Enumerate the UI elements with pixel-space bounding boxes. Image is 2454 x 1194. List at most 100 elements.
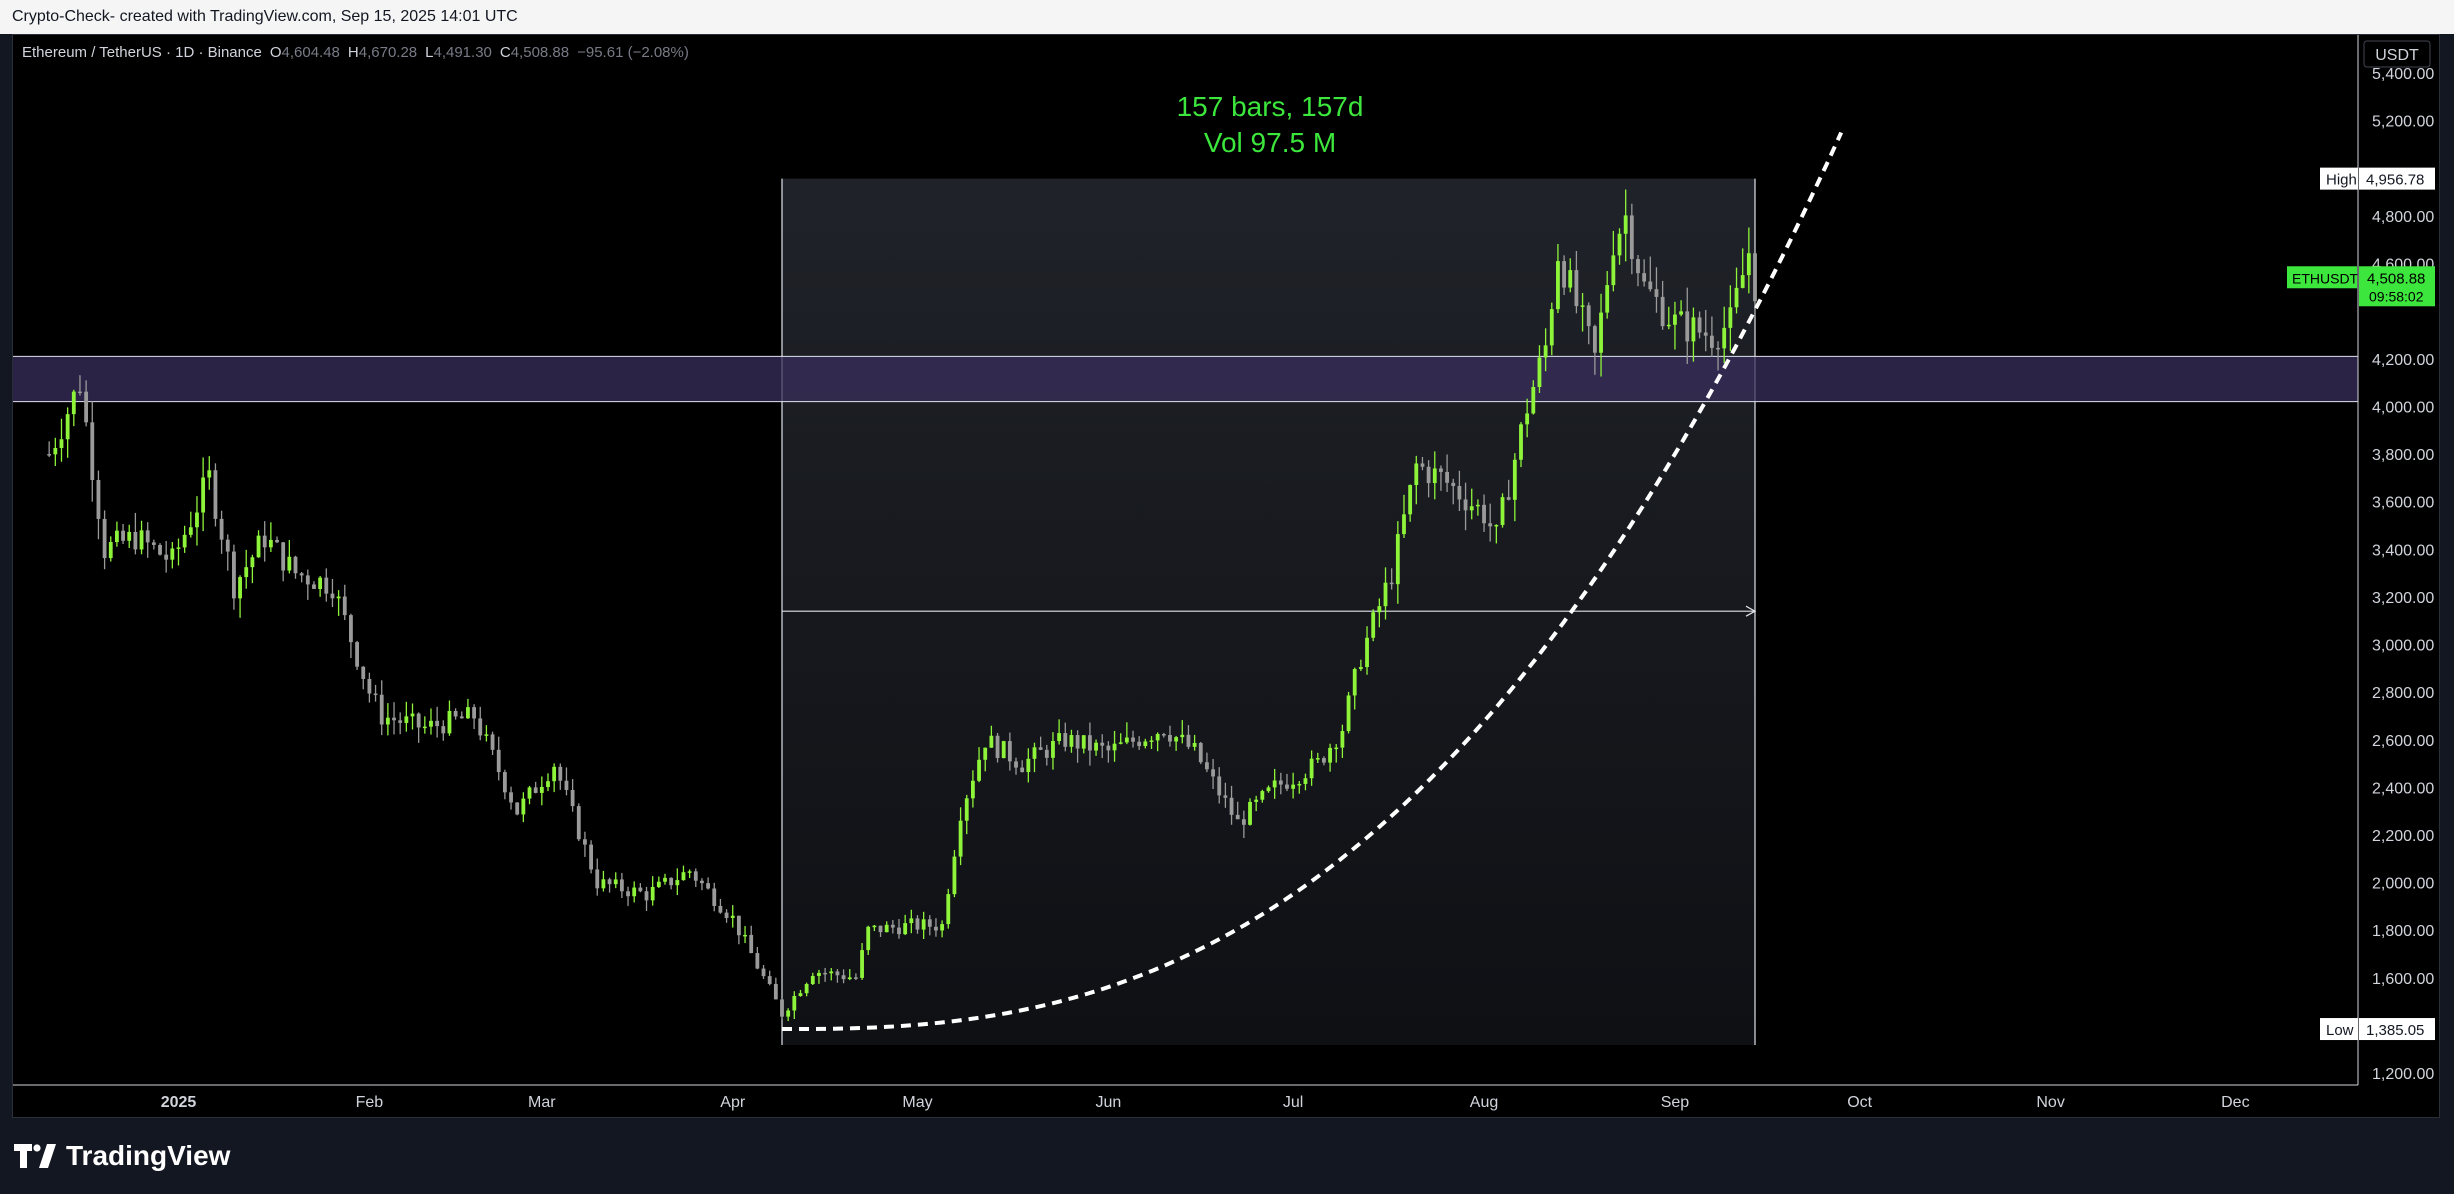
candle: [385, 703, 390, 736]
candle-body: [90, 422, 95, 481]
candle-body: [422, 726, 427, 729]
candle-body: [897, 927, 901, 935]
candle: [656, 876, 661, 888]
candle-body: [145, 530, 150, 543]
price-tick: 5,200.00: [2372, 114, 2434, 131]
price-tick: 3,200.00: [2372, 590, 2434, 607]
candle-body: [552, 766, 557, 782]
candle-body: [1734, 287, 1739, 308]
candle: [472, 704, 476, 730]
candle: [669, 877, 674, 890]
tradingview-brand: TradingView: [66, 1140, 231, 1171]
candle-body: [1032, 747, 1037, 759]
candle: [1408, 484, 1413, 522]
candle-body: [1574, 270, 1579, 307]
candle: [207, 456, 212, 490]
candle: [115, 521, 119, 547]
candle-body: [244, 567, 249, 578]
candle-body: [1106, 745, 1111, 751]
candle: [675, 868, 680, 896]
candle: [970, 770, 975, 808]
candle-body: [1512, 459, 1517, 500]
candle: [1352, 667, 1357, 710]
candle-body: [336, 596, 341, 599]
candle: [1322, 756, 1326, 766]
candle: [1026, 748, 1031, 783]
legend-close: 4,508.88: [510, 44, 570, 61]
parabolic-curve: [782, 131, 1844, 1031]
candle: [416, 712, 421, 743]
candle-body: [1414, 463, 1419, 486]
candle-body: [841, 975, 846, 980]
candle: [496, 736, 501, 781]
candle: [835, 969, 840, 983]
candle: [367, 672, 372, 703]
candle-body: [416, 713, 421, 728]
candle-body: [392, 717, 396, 721]
candle: [1488, 503, 1493, 542]
candle: [1740, 248, 1745, 289]
candle: [755, 947, 760, 970]
candle: [1500, 493, 1505, 528]
candle: [1112, 730, 1117, 762]
candle: [693, 868, 698, 888]
candle: [293, 555, 298, 579]
candle: [164, 541, 169, 573]
candle-body: [1266, 787, 1271, 792]
price-tick: 2,800.00: [2372, 685, 2434, 702]
candle-body: [472, 707, 476, 719]
candle-body: [792, 996, 797, 1011]
candle-body: [884, 924, 889, 933]
candle: [195, 496, 199, 546]
candle: [558, 763, 563, 790]
candle-body: [1402, 514, 1406, 535]
candle: [853, 973, 858, 981]
price-tick: 2,600.00: [2372, 733, 2434, 750]
tradingview-logo[interactable]: TradingView: [14, 1138, 230, 1174]
candle: [238, 575, 242, 618]
candle: [1328, 743, 1332, 772]
candle: [533, 781, 538, 794]
candle: [1463, 482, 1468, 531]
legend-low-label: L: [425, 44, 434, 61]
candle: [502, 769, 507, 800]
tradingview-logo-icon: [14, 1144, 56, 1168]
candle: [1340, 724, 1345, 758]
candle-body: [478, 718, 483, 736]
candle: [632, 881, 637, 903]
candle: [1519, 422, 1523, 468]
candle: [619, 872, 624, 898]
candle: [1617, 228, 1622, 265]
candle: [626, 886, 630, 906]
candle: [176, 538, 181, 566]
candle-body: [1753, 253, 1757, 302]
candle-body: [324, 577, 329, 594]
candle: [53, 437, 58, 466]
candle: [841, 969, 846, 984]
candle-body: [1389, 582, 1394, 585]
candle-body: [1494, 524, 1499, 527]
candle: [1722, 306, 1727, 364]
candle: [490, 731, 495, 755]
candle-body: [558, 766, 563, 781]
candle: [872, 924, 877, 932]
price-tick: 1,600.00: [2372, 971, 2434, 988]
chart-header: Crypto-Check- created with TradingView.c…: [0, 0, 2454, 34]
candle: [1075, 730, 1080, 763]
candle-body: [1648, 281, 1653, 290]
resistance-zone: [13, 355, 2358, 403]
candle: [1334, 744, 1339, 763]
candle: [810, 972, 815, 986]
candle: [299, 572, 304, 583]
candle-body: [59, 439, 64, 448]
candle-body: [484, 734, 489, 736]
candle-body: [102, 518, 107, 559]
candle-body: [1383, 582, 1388, 607]
legend-symbol: Ethereum / TetherUS · 1D · Binance: [22, 44, 262, 61]
candle-body: [1352, 669, 1357, 696]
candle-body: [546, 781, 550, 788]
candle-body: [1248, 801, 1252, 825]
candle-body: [164, 554, 169, 560]
candle: [1383, 567, 1388, 620]
